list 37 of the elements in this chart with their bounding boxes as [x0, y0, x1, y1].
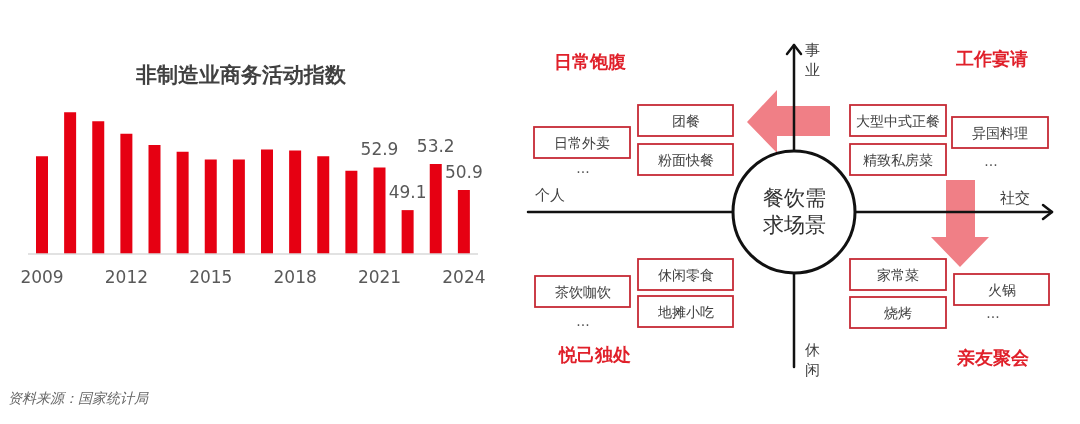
x-tick-label: 2021: [357, 267, 402, 288]
chart-title: 非制造业商务活动指数: [134, 62, 347, 88]
data-label: 53.2: [416, 136, 455, 156]
text: 日常外卖: [553, 133, 611, 153]
text: 事业: [804, 40, 820, 80]
text: 社交: [999, 188, 1031, 208]
x-tick-label: 2024: [442, 267, 486, 288]
text: 团餐: [670, 111, 701, 131]
x-tick-label: 2015: [189, 267, 233, 288]
text: 资料来源：国家统计局: [8, 389, 148, 407]
text: 餐饮需求场景: [761, 185, 827, 239]
text: 精致私房菜: [862, 150, 934, 170]
x-tick-label: 2012: [104, 267, 149, 288]
x-tick-label: 2009: [20, 267, 64, 288]
text: 烧烤: [883, 303, 913, 323]
text: 粉面快餐: [656, 150, 715, 170]
text: 个人: [534, 185, 566, 205]
text: 休闲零食: [656, 265, 715, 285]
text: 日常饱腹: [553, 50, 627, 74]
text: ...: [983, 152, 999, 170]
text: ...: [575, 312, 591, 330]
data-label: 49.1: [388, 182, 427, 203]
x-tick-label: 2018: [273, 267, 317, 288]
data-label: 52.9: [360, 139, 399, 160]
text: ...: [985, 304, 1001, 322]
text: 亲友聚会: [956, 346, 1030, 370]
text: ...: [575, 159, 591, 177]
text: 休闲: [804, 340, 820, 380]
text: 火锅: [986, 280, 1017, 300]
text: 家常菜: [876, 265, 920, 285]
text: 悦己独处: [557, 343, 632, 367]
text: 地摊小吃: [656, 302, 715, 322]
data-label: 50.9: [444, 161, 483, 182]
text: 异国料理: [971, 123, 1029, 143]
text: 工作宴请: [955, 47, 1029, 71]
text: 茶饮咖饮: [553, 282, 612, 302]
text: 大型中式正餐: [855, 111, 941, 131]
